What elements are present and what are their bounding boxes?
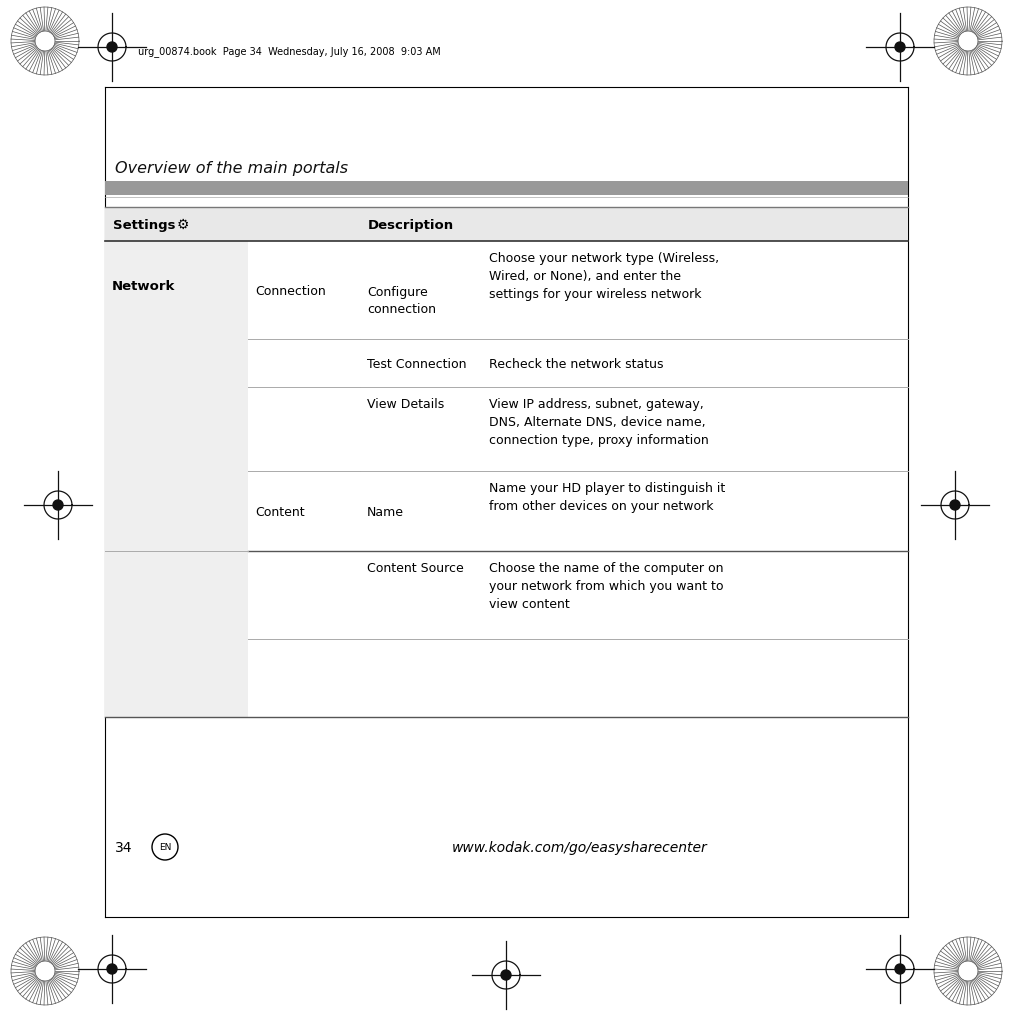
Text: ⚙: ⚙	[176, 217, 189, 232]
Text: Recheck the network status: Recheck the network status	[489, 357, 664, 370]
Text: Choose the name of the computer on
your network from which you want to
view cont: Choose the name of the computer on your …	[489, 561, 723, 611]
Text: 34: 34	[115, 840, 133, 854]
Circle shape	[107, 42, 116, 53]
Bar	[105, 182, 908, 196]
Text: Name: Name	[367, 506, 404, 518]
Text: Name your HD player to distinguish it
from other devices on your network: Name your HD player to distinguish it fr…	[489, 481, 725, 513]
Text: www.kodak.com/go/easysharecenter: www.kodak.com/go/easysharecenter	[452, 840, 708, 854]
Text: EN: EN	[159, 842, 171, 851]
Text: Content Source: Content Source	[367, 561, 464, 574]
Text: View Details: View Details	[367, 397, 445, 410]
Circle shape	[950, 500, 960, 511]
Circle shape	[895, 42, 905, 53]
Text: Choose your network type (Wireless,
Wired, or None), and enter the
settings for : Choose your network type (Wireless, Wire…	[489, 252, 719, 300]
Text: Settings: Settings	[113, 218, 175, 232]
Bar	[105, 242, 248, 717]
Text: Content: Content	[255, 506, 305, 518]
Text: View IP address, subnet, gateway,
DNS, Alternate DNS, device name,
connection ty: View IP address, subnet, gateway, DNS, A…	[489, 397, 709, 447]
Circle shape	[501, 970, 511, 980]
Text: Configure
connection: Configure connection	[367, 286, 436, 315]
Circle shape	[53, 500, 63, 511]
Text: Test Connection: Test Connection	[367, 357, 467, 370]
Circle shape	[895, 964, 905, 974]
Circle shape	[107, 964, 116, 974]
Text: Network: Network	[112, 279, 175, 292]
Text: urg_00874.book  Page 34  Wednesday, July 16, 2008  9:03 AM: urg_00874.book Page 34 Wednesday, July 1…	[138, 47, 441, 58]
Text: Connection: Connection	[255, 284, 326, 297]
Text: Description: Description	[368, 218, 454, 232]
Bar	[105, 208, 908, 242]
Text: Overview of the main portals: Overview of the main portals	[115, 161, 348, 175]
